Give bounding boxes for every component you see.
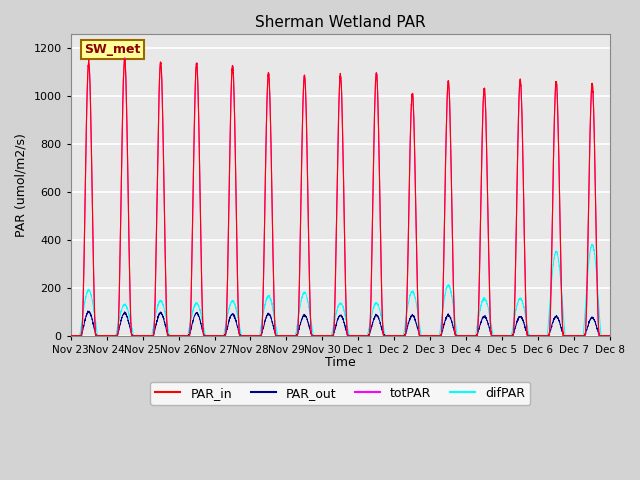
Legend: PAR_in, PAR_out, totPAR, difPAR: PAR_in, PAR_out, totPAR, difPAR — [150, 382, 531, 405]
Y-axis label: PAR (umol/m2/s): PAR (umol/m2/s) — [15, 133, 28, 237]
X-axis label: Time: Time — [325, 356, 356, 369]
Text: SW_met: SW_met — [84, 43, 141, 56]
Title: Sherman Wetland PAR: Sherman Wetland PAR — [255, 15, 426, 30]
